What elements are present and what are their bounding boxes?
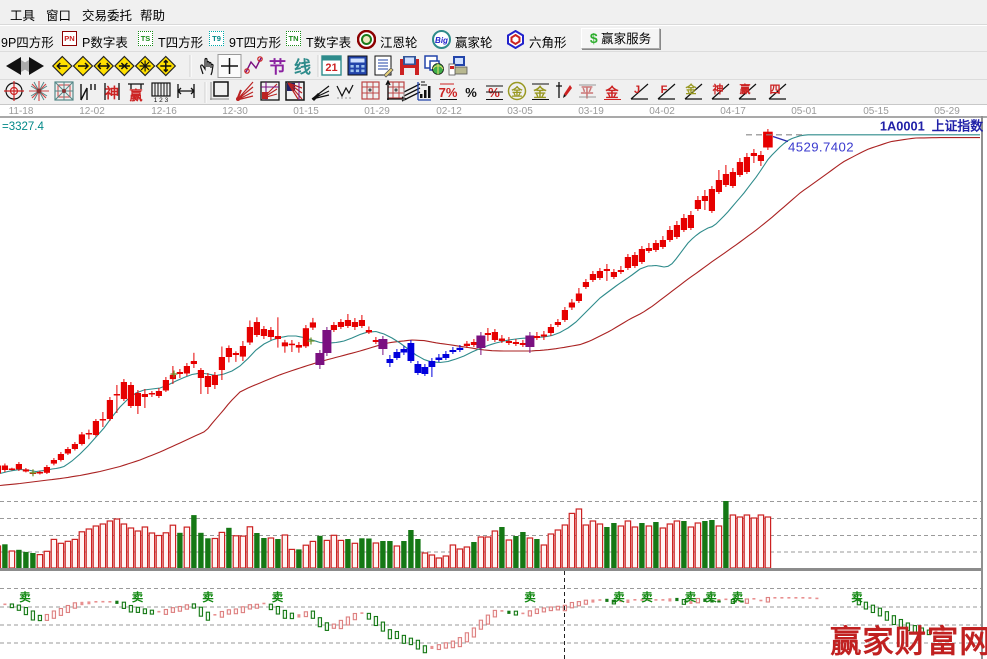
svg-text:金: 金	[685, 82, 698, 96]
svg-text:神: 神	[713, 82, 724, 96]
svg-text:金: 金	[511, 85, 524, 99]
svg-text:%: %	[465, 85, 477, 100]
svg-text:卖: 卖	[272, 590, 284, 604]
svg-text:4529.7402: 4529.7402	[788, 140, 854, 155]
svg-text:Big: Big	[435, 36, 448, 45]
svg-text:卖: 卖	[613, 590, 625, 604]
svg-text:赢家财富网: 赢家财富网	[830, 624, 987, 659]
svg-text:7%: 7%	[439, 85, 458, 100]
svg-text:F: F	[661, 84, 668, 96]
svg-text:J: J	[634, 84, 640, 96]
svg-text:节: 节	[269, 57, 286, 77]
svg-text:赢: 赢	[129, 88, 142, 103]
svg-text:卖: 卖	[685, 590, 697, 604]
svg-text:卖: 卖	[132, 590, 144, 604]
svg-text:卖: 卖	[851, 590, 863, 604]
svg-text:卖: 卖	[705, 590, 717, 604]
svg-text:21: 21	[325, 62, 337, 74]
svg-text:卖: 卖	[641, 590, 653, 604]
svg-text:金: 金	[604, 85, 619, 100]
svg-text:卖: 卖	[732, 590, 744, 604]
svg-text:卖: 卖	[524, 590, 536, 604]
svg-text:1 2 3: 1 2 3	[154, 97, 169, 104]
svg-text:1A0001 上证指数: 1A0001 上证指数	[880, 119, 983, 134]
svg-text:神: 神	[105, 85, 119, 101]
svg-text:金: 金	[532, 85, 547, 100]
svg-text:四: 四	[770, 83, 781, 96]
svg-text:线: 线	[294, 57, 311, 77]
svg-text:卖: 卖	[202, 590, 214, 604]
svg-text:卖: 卖	[19, 590, 31, 604]
svg-text:赢: 赢	[740, 82, 751, 96]
svg-text:平: 平	[580, 85, 593, 100]
svg-text:=3327.4: =3327.4	[2, 121, 44, 133]
